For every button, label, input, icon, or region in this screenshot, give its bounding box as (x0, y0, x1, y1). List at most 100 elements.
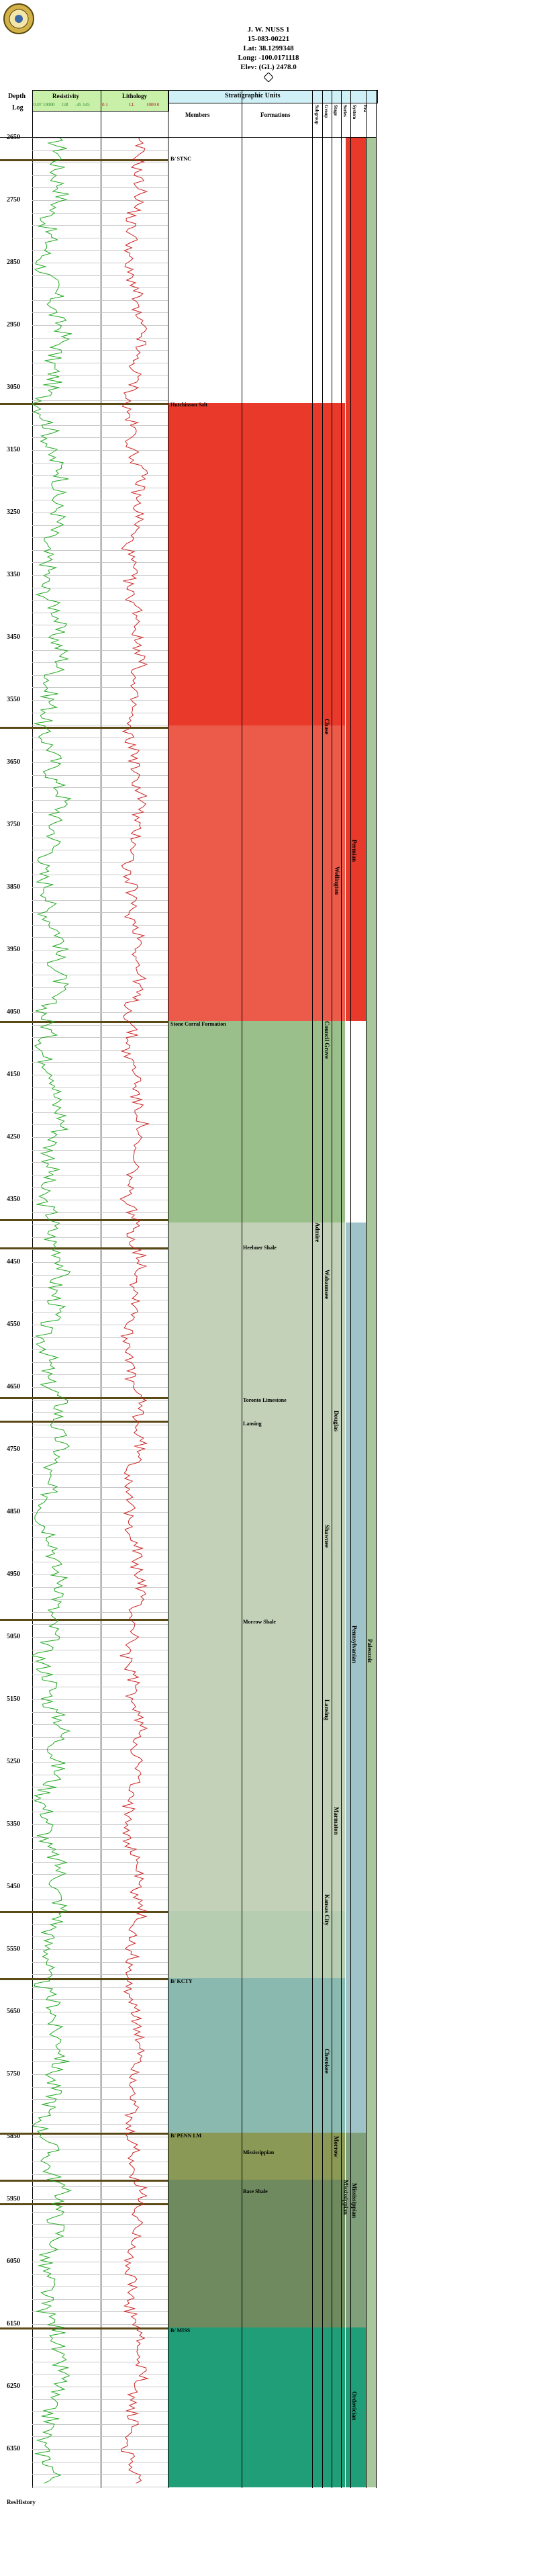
grid-line (32, 799, 168, 801)
boundary-base-shale (0, 2203, 168, 2205)
grid-line (32, 412, 168, 414)
system-label-pennsylvanian: Pennsylvanian (351, 1626, 358, 1664)
grid-line (32, 1112, 168, 1113)
lith-curve-trace (119, 138, 150, 2484)
grid-line (32, 525, 168, 526)
grid-line (32, 2274, 168, 2275)
grid-line (32, 325, 168, 326)
depth-tick-label: 5950 (7, 2195, 20, 2203)
grid-line (32, 2174, 168, 2175)
formation-wabaunsee: Wabaunsee (324, 1270, 330, 1300)
strat-header (168, 90, 378, 103)
grid-line (32, 437, 168, 439)
depth-tick-label: 3950 (7, 946, 20, 953)
grid-line (32, 2399, 168, 2400)
boundary-bstnc (0, 159, 168, 161)
depth-tick-label: 3650 (7, 758, 20, 766)
grid-line (32, 1836, 168, 1838)
grid-line (32, 1537, 168, 1538)
depth-tick-label: 2750 (7, 196, 20, 204)
grid-line (32, 575, 168, 576)
system-permian-bar (346, 138, 366, 1021)
grid-line (32, 2124, 168, 2125)
grid-line (32, 1237, 168, 1238)
depth-tick-label: 4950 (7, 1570, 20, 1578)
lithology-curve (119, 138, 150, 2484)
grid-line (32, 1961, 168, 1963)
grid-line (32, 1587, 168, 1588)
member-label-bkcty: B/ KCTY (170, 1978, 193, 1984)
boundary-stone-corral (0, 727, 168, 729)
depth-tick-label: 4750 (7, 1446, 20, 1453)
grid-line (32, 1762, 168, 1763)
boundary-lansing-b (0, 1421, 168, 1423)
grid-line (32, 1387, 168, 1388)
grid-line (32, 1362, 168, 1363)
resistivity-scale-right: -45 145 (75, 102, 90, 107)
system-ord-bar (346, 2327, 366, 2487)
depth-tick-label: 4850 (7, 1508, 20, 1515)
depth-tick-label: 4450 (7, 1258, 20, 1265)
grid-line (32, 774, 168, 776)
grid-line (32, 812, 168, 813)
grid-line (32, 475, 168, 476)
longitude: Long: -100.0171118 (238, 54, 299, 62)
member-label-hutchinson: Hutchinson Salt (170, 402, 207, 408)
strat-title: Stratigraphic Units (225, 92, 281, 99)
grid-line (32, 787, 168, 789)
member-label-morrow: Morrow Shale (243, 1619, 276, 1625)
grid-line (32, 662, 168, 664)
boundary-bkcty (0, 1911, 168, 1913)
boundary-hutchinson (0, 403, 168, 405)
depth-tick-label: 5150 (7, 1695, 20, 1703)
grid-line (32, 1287, 168, 1288)
divider-formations (312, 90, 313, 2488)
grid-line (32, 187, 168, 189)
resistivity-scale-mid: GR (62, 102, 68, 107)
system-header: System (352, 105, 357, 120)
member-label-toronto: Toronto Limestone (243, 1397, 287, 1403)
grid-line (32, 2199, 168, 2200)
latitude: Lat: 38.1299348 (243, 44, 294, 52)
stage-header: Stage (333, 105, 338, 116)
member-label-bpenn: B/ PENN LM (170, 2133, 202, 2139)
depth-tick-label: 3050 (7, 384, 20, 391)
divider-subgroup (322, 90, 323, 2488)
grid-line (32, 1512, 168, 1513)
system-label-permian: Permian (351, 840, 358, 862)
depth-tick-label: 4250 (7, 1133, 20, 1141)
lithology-title: Lithology (122, 93, 148, 99)
grid-line (32, 862, 168, 863)
grid-line (32, 1349, 168, 1351)
boundary-toronto (0, 1247, 168, 1249)
grid-line (32, 1949, 168, 1950)
resistivity-scale-left: 0.07 10000 (34, 102, 55, 107)
resistivity-curve (32, 138, 72, 2484)
depth-tick-label: 3850 (7, 883, 20, 891)
grid-line (32, 1849, 168, 1851)
unit-penn-upper (168, 1223, 345, 1911)
grid-line (32, 2424, 168, 2425)
grid-line (32, 674, 168, 676)
grid-line (32, 1399, 168, 1401)
grid-line (32, 1474, 168, 1476)
formation-mississippian: Mississippian (342, 2180, 349, 2215)
grid-line (32, 350, 168, 351)
formation-cherokee: Cherokee (324, 2049, 330, 2074)
grid-line (32, 2411, 168, 2413)
grid-line (32, 175, 168, 176)
grid-line (32, 275, 168, 276)
grid-line (32, 1712, 168, 1713)
grid-line (32, 2149, 168, 2150)
grid-line (32, 562, 168, 564)
grid-line (32, 2336, 168, 2338)
depth-tick-label: 3550 (7, 696, 20, 703)
grid-line (32, 450, 168, 451)
depth-tick-label: 2850 (7, 259, 20, 266)
grid-line (32, 1624, 168, 1626)
divider-system (366, 90, 367, 2488)
grid-line (32, 2086, 168, 2088)
depth-tick-label: 5550 (7, 1945, 20, 1953)
boundary-penn (0, 2133, 168, 2135)
member-label-lansing: Lansing (243, 1421, 262, 1427)
